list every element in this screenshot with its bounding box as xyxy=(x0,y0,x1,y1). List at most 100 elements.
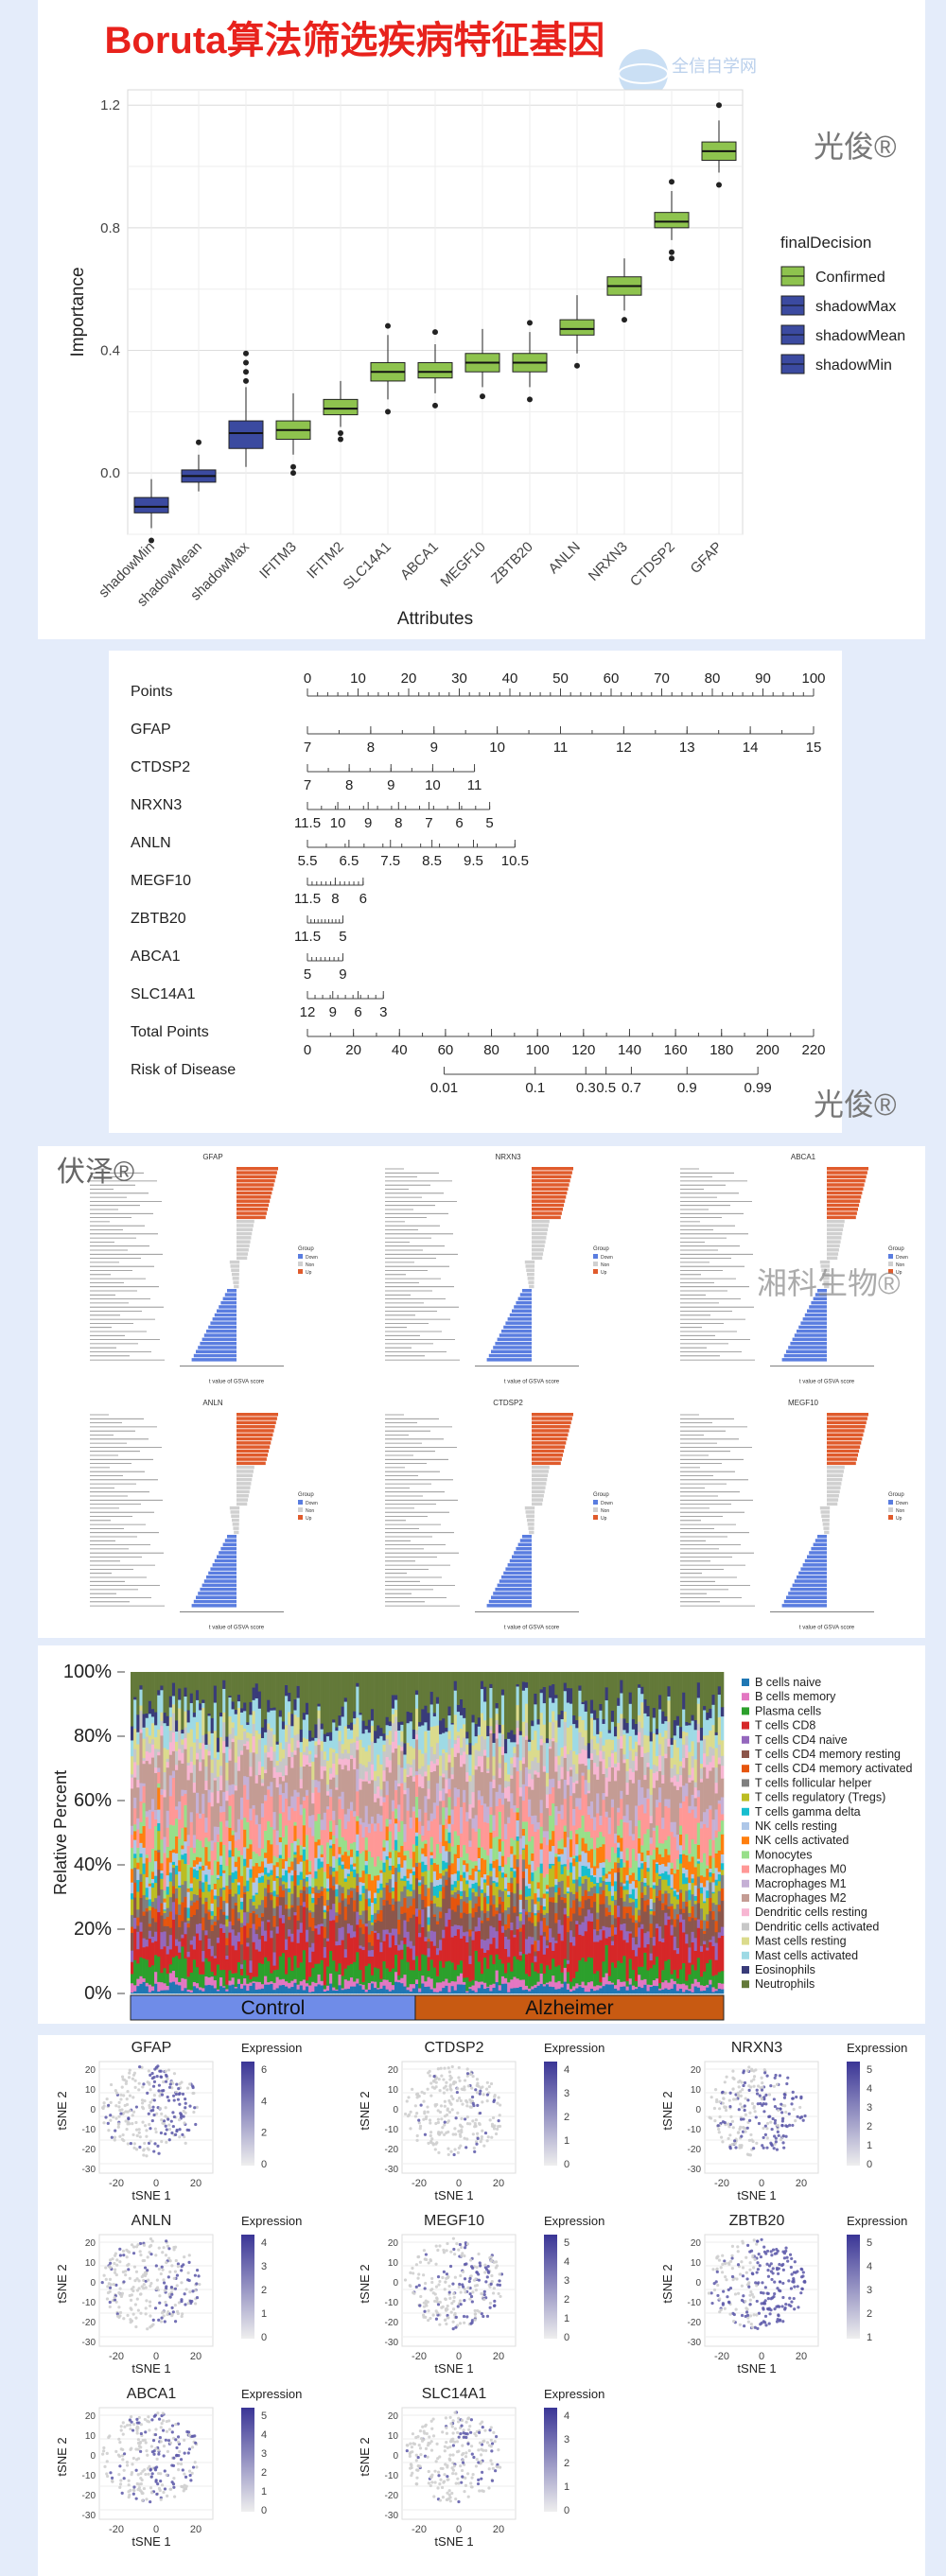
stacked-segment xyxy=(620,1748,623,1791)
stacked-segment xyxy=(513,1906,517,1913)
y-tick-label: 20% xyxy=(74,1919,112,1940)
stacked-segment xyxy=(593,1710,597,1720)
stacked-segment xyxy=(157,1849,161,1853)
stacked-segment xyxy=(231,1722,236,1728)
stacked-segment xyxy=(617,1905,621,1918)
stacked-segment xyxy=(521,1848,526,1851)
stacked-segment xyxy=(239,1897,244,1903)
stacked-segment xyxy=(346,1933,351,1966)
stacked-segment xyxy=(552,1886,555,1898)
stacked-segment xyxy=(305,1979,309,1984)
stacked-segment xyxy=(524,1785,529,1822)
gsea-legend-swatch xyxy=(593,1515,598,1520)
gsea-bar-non xyxy=(525,1510,535,1514)
stacked-segment xyxy=(154,1712,158,1726)
stacked-segment xyxy=(554,1989,558,1994)
gsea-bar-down xyxy=(193,1599,236,1604)
stacked-segment xyxy=(374,1801,377,1824)
stacked-segment xyxy=(587,1981,591,1993)
stacked-segment xyxy=(264,1984,268,1994)
stacked-segment xyxy=(361,1933,365,1947)
stacked-segment xyxy=(510,1854,514,1868)
stacked-segment xyxy=(542,1983,547,1987)
stacked-segment xyxy=(495,1702,499,1709)
stacked-segment xyxy=(439,1672,443,1721)
stacked-segment xyxy=(474,1735,479,1744)
stacked-segment xyxy=(382,1750,386,1771)
stacked-segment xyxy=(622,1986,626,1994)
stacked-segment xyxy=(453,1690,458,1715)
outlier-point xyxy=(385,322,391,329)
stacked-segment xyxy=(531,1937,534,1945)
stacked-segment xyxy=(302,1949,307,1980)
stacked-segment xyxy=(610,1944,615,1963)
stacked-segment xyxy=(278,1794,283,1814)
stacked-segment xyxy=(332,1843,336,1856)
gsea-bar-down xyxy=(802,1563,827,1567)
gsea-bar-non xyxy=(236,1248,249,1252)
stacked-segment xyxy=(593,1876,597,1885)
stacked-segment xyxy=(602,1875,605,1881)
stacked-segment xyxy=(528,1911,532,1918)
stacked-segment xyxy=(343,1701,348,1727)
gsea-bar-down xyxy=(503,1325,532,1330)
stacked-segment xyxy=(622,1815,626,1822)
stacked-segment xyxy=(418,1970,422,1989)
stacked-segment xyxy=(136,1732,140,1745)
stacked-segment xyxy=(643,1978,647,1985)
stacked-segment xyxy=(463,1935,466,1978)
stacked-segment xyxy=(539,1921,544,1936)
stacked-segment xyxy=(620,1897,623,1924)
stacked-segment xyxy=(474,1882,479,1892)
gsea-bar-non xyxy=(236,1470,254,1473)
stacked-segment xyxy=(385,1819,390,1827)
gsea-bar-non xyxy=(236,1498,249,1502)
stacked-segment xyxy=(500,1733,505,1748)
stacked-segment xyxy=(281,1978,286,1986)
stacked-segment xyxy=(578,1732,582,1754)
stacked-segment xyxy=(302,1712,307,1720)
stacked-segment xyxy=(403,1937,407,1945)
stacked-segment xyxy=(602,1792,605,1801)
stacked-segment xyxy=(563,1746,568,1758)
stacked-segment xyxy=(625,1941,629,1981)
stacked-segment xyxy=(293,1810,297,1822)
stacked-segment xyxy=(201,1672,205,1700)
stacked-segment xyxy=(353,1742,357,1758)
stacked-segment xyxy=(234,1986,238,1989)
stacked-segment xyxy=(435,1879,440,1886)
stacked-segment xyxy=(587,1782,591,1791)
stacked-segment xyxy=(216,1906,220,1921)
stacked-segment xyxy=(131,1755,134,1775)
stacked-segment xyxy=(285,1844,289,1862)
stacked-segment xyxy=(178,1699,182,1709)
stacked-segment xyxy=(471,1722,475,1746)
gsea-bar-up xyxy=(532,1436,568,1441)
stacked-segment xyxy=(631,1888,636,1900)
stacked-segment xyxy=(584,1831,588,1844)
stacked-segment xyxy=(578,1886,582,1902)
stacked-segment xyxy=(379,1735,383,1765)
stacked-segment xyxy=(483,1821,487,1851)
stacked-segment xyxy=(414,1690,419,1696)
stacked-segment xyxy=(293,1840,297,1853)
gsea-bar-down xyxy=(201,1583,236,1588)
stacked-segment xyxy=(510,1763,514,1776)
gsea-legend-label: Up xyxy=(896,1270,902,1276)
stacked-segment xyxy=(305,1887,309,1894)
stacked-segment xyxy=(646,1705,650,1717)
stacked-segment xyxy=(249,1978,253,1983)
stacked-segment xyxy=(572,1782,576,1794)
stacked-segment xyxy=(166,1916,170,1926)
stacked-segment xyxy=(257,1774,262,1824)
stacked-segment xyxy=(364,1909,369,1924)
stacked-segment xyxy=(231,1709,236,1723)
stacked-segment xyxy=(385,1859,390,1883)
stacked-segment xyxy=(275,1875,280,1879)
stacked-segment xyxy=(447,1877,451,1909)
stacked-segment xyxy=(175,1888,179,1899)
stacked-segment xyxy=(168,1742,173,1755)
nomogram-tick-label: 8 xyxy=(345,777,353,793)
stacked-segment xyxy=(184,1896,187,1908)
stacked-segment xyxy=(429,1941,434,1960)
